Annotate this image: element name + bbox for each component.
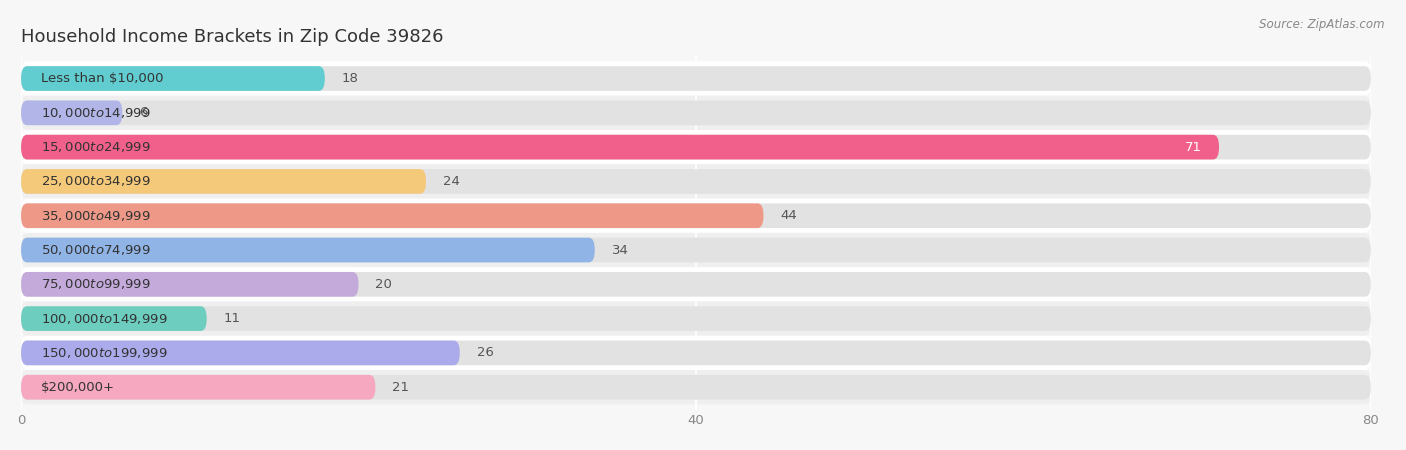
FancyBboxPatch shape bbox=[21, 130, 1371, 164]
Text: $150,000 to $199,999: $150,000 to $199,999 bbox=[41, 346, 167, 360]
FancyBboxPatch shape bbox=[21, 370, 1371, 405]
FancyBboxPatch shape bbox=[21, 100, 1371, 125]
Text: $15,000 to $24,999: $15,000 to $24,999 bbox=[41, 140, 150, 154]
FancyBboxPatch shape bbox=[21, 272, 359, 297]
Text: $35,000 to $49,999: $35,000 to $49,999 bbox=[41, 209, 150, 223]
FancyBboxPatch shape bbox=[21, 306, 1371, 331]
FancyBboxPatch shape bbox=[21, 306, 207, 331]
Text: $50,000 to $74,999: $50,000 to $74,999 bbox=[41, 243, 150, 257]
FancyBboxPatch shape bbox=[21, 203, 763, 228]
FancyBboxPatch shape bbox=[21, 238, 595, 262]
FancyBboxPatch shape bbox=[21, 169, 426, 194]
Text: $100,000 to $149,999: $100,000 to $149,999 bbox=[41, 311, 167, 326]
FancyBboxPatch shape bbox=[21, 272, 1371, 297]
FancyBboxPatch shape bbox=[21, 198, 1371, 233]
Text: Household Income Brackets in Zip Code 39826: Household Income Brackets in Zip Code 39… bbox=[21, 28, 443, 46]
FancyBboxPatch shape bbox=[21, 169, 1371, 194]
FancyBboxPatch shape bbox=[21, 66, 1371, 91]
FancyBboxPatch shape bbox=[21, 61, 1371, 96]
FancyBboxPatch shape bbox=[21, 164, 1371, 198]
Text: $10,000 to $14,999: $10,000 to $14,999 bbox=[41, 106, 150, 120]
FancyBboxPatch shape bbox=[21, 100, 122, 125]
Text: Less than $10,000: Less than $10,000 bbox=[41, 72, 165, 85]
FancyBboxPatch shape bbox=[21, 336, 1371, 370]
FancyBboxPatch shape bbox=[21, 135, 1371, 159]
Text: 21: 21 bbox=[392, 381, 409, 394]
Text: $75,000 to $99,999: $75,000 to $99,999 bbox=[41, 277, 150, 291]
FancyBboxPatch shape bbox=[21, 233, 1371, 267]
FancyBboxPatch shape bbox=[21, 302, 1371, 336]
FancyBboxPatch shape bbox=[21, 66, 325, 91]
Text: 44: 44 bbox=[780, 209, 797, 222]
Text: 34: 34 bbox=[612, 243, 628, 256]
FancyBboxPatch shape bbox=[21, 135, 1219, 159]
FancyBboxPatch shape bbox=[21, 375, 1371, 400]
Text: $25,000 to $34,999: $25,000 to $34,999 bbox=[41, 175, 150, 189]
Text: 18: 18 bbox=[342, 72, 359, 85]
FancyBboxPatch shape bbox=[21, 375, 375, 400]
Text: 6: 6 bbox=[139, 106, 148, 119]
FancyBboxPatch shape bbox=[21, 267, 1371, 302]
FancyBboxPatch shape bbox=[21, 96, 1371, 130]
Text: 24: 24 bbox=[443, 175, 460, 188]
FancyBboxPatch shape bbox=[21, 341, 460, 365]
FancyBboxPatch shape bbox=[21, 341, 1371, 365]
FancyBboxPatch shape bbox=[21, 238, 1371, 262]
FancyBboxPatch shape bbox=[21, 203, 1371, 228]
Text: Source: ZipAtlas.com: Source: ZipAtlas.com bbox=[1260, 18, 1385, 31]
Text: 20: 20 bbox=[375, 278, 392, 291]
Text: 26: 26 bbox=[477, 346, 494, 360]
Text: 11: 11 bbox=[224, 312, 240, 325]
Text: 71: 71 bbox=[1185, 141, 1202, 153]
Text: $200,000+: $200,000+ bbox=[41, 381, 115, 394]
